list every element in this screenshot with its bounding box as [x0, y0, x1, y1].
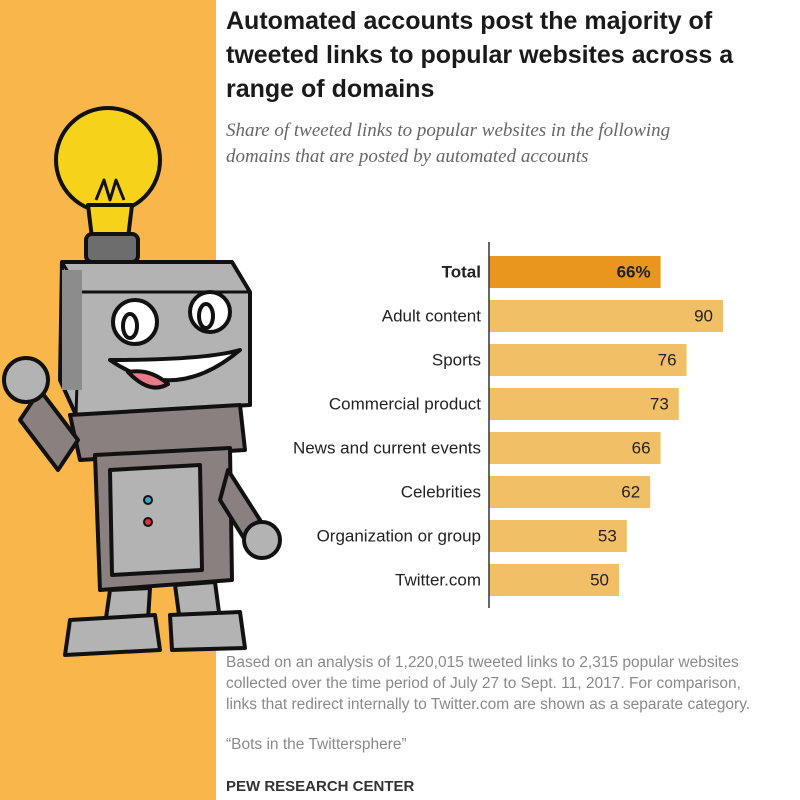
bar	[489, 300, 723, 332]
chart-title: Automated accounts post the majority of …	[226, 7, 734, 103]
bar	[489, 564, 619, 596]
value-label: 73	[650, 394, 669, 413]
bar	[489, 476, 651, 508]
value-label: 66	[632, 438, 651, 457]
value-label: 62	[621, 482, 640, 501]
bar	[489, 344, 687, 376]
category-label: Sports	[432, 350, 481, 369]
footnote: Based on an analysis of 1,220,015 tweete…	[226, 654, 751, 713]
category-label: Celebrities	[401, 482, 481, 501]
bar	[489, 520, 627, 552]
value-label: 76	[658, 350, 677, 369]
value-label: 66%	[617, 262, 651, 281]
value-label: 50	[590, 570, 609, 589]
category-label: News and current events	[293, 438, 481, 457]
chart-subtitle: Share of tweeted links to popular websit…	[226, 120, 671, 167]
chart: 66% Total 90 Adult content 76 Sports 73 Commerc…	[293, 242, 723, 608]
category-label: Organization or group	[317, 526, 481, 545]
bar	[489, 388, 679, 420]
credit: PEW RESEARCH CENTER	[226, 778, 415, 795]
category-label: Commercial product	[329, 394, 481, 413]
bar	[489, 256, 661, 288]
category-label: Twitter.com	[395, 570, 481, 589]
category-label: Total	[442, 262, 481, 281]
category-label: Adult content	[382, 306, 482, 325]
value-label: 53	[598, 526, 617, 545]
source: “Bots in the Twittersphere”	[226, 736, 407, 753]
value-label: 90	[694, 306, 713, 325]
bar	[489, 432, 661, 464]
robot-illustration	[2, 106, 282, 657]
